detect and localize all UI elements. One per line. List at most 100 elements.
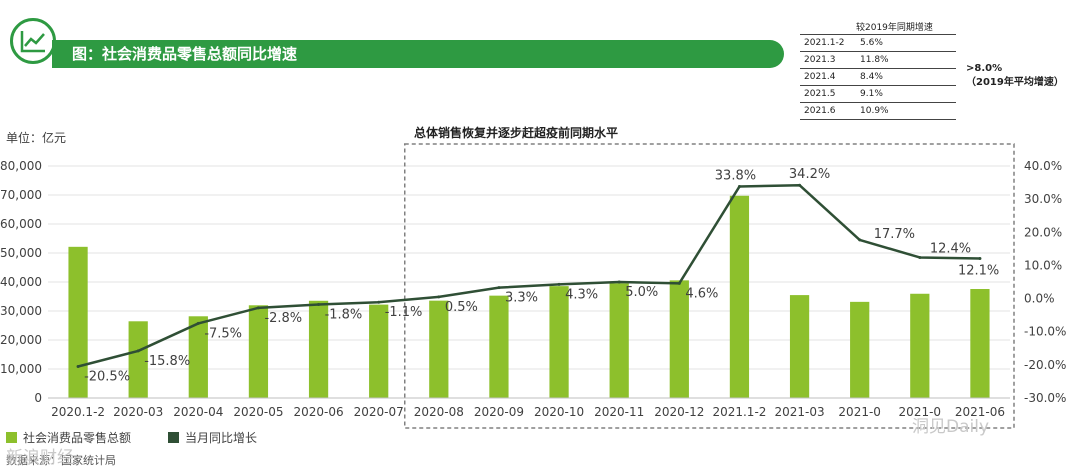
x-tick-label: 2020-10 [534,405,584,419]
header-band [52,40,784,68]
table-cell-value: 10.9% [856,102,956,120]
line-data-label: -2.8% [264,311,302,326]
bar-series [68,195,990,398]
line-data-label: -1.8% [325,308,363,323]
table-cell-value: 5.6% [856,34,956,52]
y-right-tick-label: 30.0% [1024,192,1062,206]
average-growth-note: >8.0% （2019年平均增速） [966,62,1064,90]
table-row: 2021.4 8.4% [800,68,956,86]
y-right-tick-label: 10.0% [1024,258,1062,272]
line-data-label: 5.0% [625,285,658,300]
x-tick-label: 2020-04 [173,405,223,419]
bar [308,300,329,398]
unit-label: 单位：亿元 [6,131,67,145]
x-tick-label: 2020-12 [654,405,704,419]
y-left-tick-label: 70,000 [0,188,42,202]
data-labels: -20.5% -15.8% -7.5% -2.8% -1.8% -1.1% 0.5% 3.3%… [84,167,999,384]
line-point [677,281,681,285]
line-data-label: 33.8% [715,169,756,184]
line-point [978,256,982,260]
table-cell-period: 2021.6 [800,102,856,120]
line-data-label: -15.8% [144,354,190,369]
y-right-tick-label: 40.0% [1024,159,1062,173]
line-point [918,255,922,259]
bar [789,295,810,398]
table-cell-value: 9.1% [856,85,956,103]
y-left-tick-label: 20,000 [0,333,42,347]
y-right-tick-label: 0.0% [1024,292,1055,306]
legend-item-line: 当月同比增长 [168,431,257,445]
average-growth-caption: （2019年平均增速） [966,77,1064,88]
table-cell-period: 2021.1-2 [800,34,856,52]
line-point [196,321,200,325]
table-cell-period: 2021.3 [800,51,856,69]
page-title: 图：社会消费品零售总额同比增速 [72,45,298,63]
reference-table: 较2019年同期增速 2021.1-2 5.6% 2021.3 11.8% 2021… [800,18,956,120]
y-left-tick-label: 80,000 [0,159,42,173]
bar [489,295,509,398]
line-point [858,238,862,242]
x-tick-label: 2020-08 [414,405,464,419]
line-point [497,286,501,290]
bar [549,286,569,398]
x-tick-label: 2020-05 [233,405,283,419]
y-left-tick-label: 40,000 [0,275,42,289]
line-data-label: 3.3% [505,291,538,306]
bar [128,321,148,398]
bar [910,293,930,398]
table-cell-period: 2021.5 [800,85,856,103]
table-cell-value: 8.4% [856,68,956,86]
line-data-label: 12.4% [930,241,971,256]
line-point [317,303,321,307]
table-row: 2021.1-2 5.6% [800,34,956,52]
line-data-label: -7.5% [204,326,242,341]
line-data-label: -20.5% [84,370,130,385]
x-tick-label: 2020-03 [113,405,163,419]
bar [68,246,88,398]
bar [188,316,208,398]
line-data-label: 12.1% [958,263,999,278]
average-growth-value: >8.0% [966,63,1003,74]
line-data-label: 34.2% [789,167,830,182]
highlight-range-box [404,143,1015,429]
legend-swatch-bar [6,432,17,443]
line-point [136,349,140,353]
bar [850,301,870,398]
y-left-tick-label: 10,000 [0,362,42,376]
watermark-sina: 新浪财经 [6,448,74,468]
y-right-tick-label: -20.0% [1024,358,1066,372]
line-point [76,365,80,369]
x-tick-label: 2021-0 [838,405,881,419]
highlight-box [404,143,1015,429]
table-cell-period: 2021.4 [800,68,856,86]
x-tick-label: 2020-07 [354,405,404,419]
bar [369,304,389,398]
bar [609,283,629,398]
line-point [256,306,260,310]
y-left-tick-label: 60,000 [0,217,42,231]
y-right-tick-label: -30.0% [1024,391,1066,405]
bar [248,305,269,398]
legend-swatch-line [168,432,179,443]
y-left-tick-label: 50,000 [0,246,42,260]
line-point [557,282,561,286]
line-data-label: 17.7% [874,227,915,242]
x-tick-label: 2020-06 [293,405,343,419]
header-icon-badge [10,18,56,64]
highlight-annotation: 总体销售恢复并逐步赶超疫前同期水平 [414,126,619,140]
line-data-label: 4.6% [685,286,718,301]
line-point [798,183,802,187]
x-tick-label: 2021-03 [774,405,824,419]
x-tick-label: 2021-0 [899,405,942,419]
table-row: 2021.6 10.9% [800,102,956,120]
x-tick-label: 2021.1-2 [712,405,766,419]
line-point [437,295,441,299]
line-data-label: 0.5% [445,300,478,315]
table-row: 2021.3 11.8% [800,51,956,69]
axes: 0 10,000 20,000 30,000 40,000 50,000 60,000 70,… [0,159,1066,419]
legend-label-line: 当月同比增长 [185,431,258,445]
line-series [76,183,982,369]
x-tick-label: 2021-06 [955,405,1005,419]
line-point [737,185,741,189]
